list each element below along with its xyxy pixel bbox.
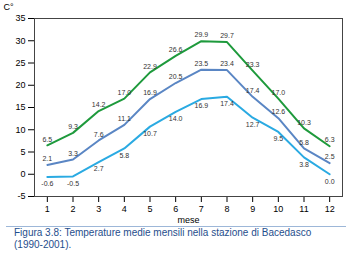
svg-text:9: 9 [250, 204, 255, 214]
html-text:Figura 3.8: Temperature medie: Figura 3.8: Temperature medie mensili ne… [14, 227, 312, 250]
svg-text:23.5: 23.5 [195, 60, 209, 67]
svg-text:15: 15 [15, 102, 25, 112]
svg-text:10: 10 [273, 204, 283, 214]
svg-text:17.0: 17.0 [272, 89, 286, 96]
svg-text:-5: -5 [17, 191, 25, 201]
svg-text:4: 4 [122, 204, 127, 214]
svg-text:30: 30 [15, 36, 25, 46]
svg-text:23.4: 23.4 [220, 60, 234, 67]
svg-text:3: 3 [96, 204, 101, 214]
svg-text:mese: mese [177, 215, 199, 225]
svg-text:25: 25 [15, 58, 25, 68]
svg-text:-0.5: -0.5 [67, 180, 79, 187]
svg-text:5.8: 5.8 [119, 152, 129, 159]
svg-text:12: 12 [325, 204, 335, 214]
svg-text:16.9: 16.9 [195, 102, 209, 109]
svg-text:12.7: 12.7 [246, 121, 260, 128]
svg-text:14.2: 14.2 [92, 101, 106, 108]
svg-text:2.5: 2.5 [325, 153, 335, 160]
svg-text:16.9: 16.9 [143, 89, 157, 96]
svg-text:12.6: 12.6 [272, 108, 286, 115]
svg-text:11: 11 [299, 204, 308, 214]
svg-text:0.0: 0.0 [325, 177, 335, 184]
svg-text:6: 6 [173, 204, 178, 214]
svg-text:11.1: 11.1 [118, 115, 131, 122]
svg-text:0: 0 [20, 169, 25, 179]
svg-text:29.7: 29.7 [220, 32, 234, 39]
svg-text:5: 5 [20, 147, 25, 157]
svg-text:8: 8 [224, 204, 229, 214]
svg-text:3.8: 3.8 [299, 161, 309, 168]
svg-text:9.5: 9.5 [273, 135, 283, 142]
svg-text:35: 35 [15, 13, 25, 23]
svg-text:23.3: 23.3 [246, 61, 260, 68]
svg-text:14.0: 14.0 [169, 115, 183, 122]
svg-text:C°: C° [4, 2, 14, 12]
svg-text:22.9: 22.9 [143, 63, 157, 70]
svg-text:3.3: 3.3 [68, 150, 78, 157]
svg-text:29.9: 29.9 [195, 31, 209, 38]
svg-text:2.1: 2.1 [42, 155, 52, 162]
svg-text:9.3: 9.3 [68, 123, 78, 130]
svg-text:6.5: 6.5 [42, 136, 52, 143]
svg-text:20.5: 20.5 [169, 73, 183, 80]
svg-text:5.8: 5.8 [299, 139, 309, 146]
svg-text:10.7: 10.7 [143, 130, 157, 137]
svg-text:17.0: 17.0 [118, 89, 132, 96]
svg-text:20: 20 [15, 80, 25, 90]
svg-text:17.4: 17.4 [246, 87, 260, 94]
svg-text:10: 10 [15, 125, 25, 135]
svg-text:1: 1 [45, 204, 50, 214]
svg-text:26.6: 26.6 [169, 46, 183, 53]
svg-text:2: 2 [70, 204, 75, 214]
svg-text:7: 7 [199, 204, 204, 214]
svg-text:5: 5 [147, 204, 152, 214]
svg-text:6.3: 6.3 [325, 136, 335, 143]
svg-text:-0.6: -0.6 [41, 180, 53, 187]
svg-text:10.3: 10.3 [297, 119, 311, 126]
svg-text:17.4: 17.4 [220, 100, 234, 107]
svg-text:2.7: 2.7 [94, 165, 104, 172]
svg-text:7.6: 7.6 [94, 131, 104, 138]
